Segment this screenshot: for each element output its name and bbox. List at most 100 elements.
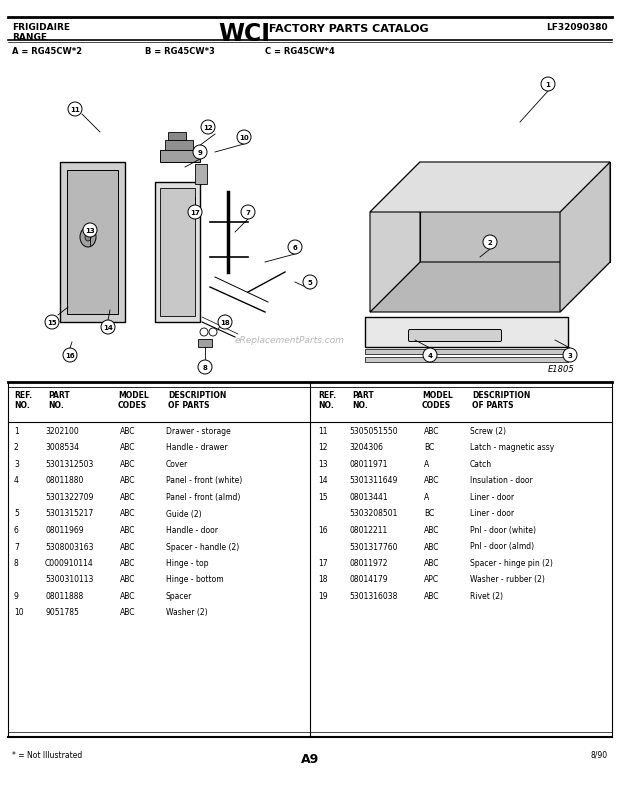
Bar	[198, 339, 212, 347]
Text: ABC: ABC	[120, 476, 136, 485]
FancyBboxPatch shape	[409, 330, 502, 342]
Text: ABC: ABC	[424, 591, 440, 600]
Text: DESCRIPTION
OF PARTS: DESCRIPTION OF PARTS	[168, 391, 226, 410]
Text: 7: 7	[246, 210, 250, 216]
Circle shape	[209, 329, 217, 337]
Text: DESCRIPTION
OF PARTS: DESCRIPTION OF PARTS	[472, 391, 530, 410]
Text: LF32090380: LF32090380	[546, 23, 608, 32]
Text: 08011880: 08011880	[45, 476, 83, 485]
Circle shape	[563, 349, 577, 363]
Text: 5301311649: 5301311649	[349, 476, 397, 485]
Text: ABC: ABC	[120, 608, 136, 617]
Text: Handle - drawer: Handle - drawer	[166, 443, 228, 452]
Text: 3008534: 3008534	[45, 443, 79, 452]
Text: E1805: E1805	[548, 365, 575, 374]
Text: 6: 6	[293, 245, 298, 251]
Polygon shape	[67, 171, 118, 314]
Circle shape	[193, 146, 207, 160]
Text: Pnl - door (almd): Pnl - door (almd)	[470, 542, 534, 551]
Circle shape	[218, 316, 232, 330]
Text: 15: 15	[47, 320, 57, 326]
Text: 5303208501: 5303208501	[349, 508, 397, 518]
Text: ABC: ABC	[120, 508, 136, 518]
Circle shape	[200, 329, 208, 337]
Text: ABC: ABC	[424, 558, 440, 567]
Text: ABC: ABC	[424, 476, 440, 485]
Text: APC: APC	[424, 575, 439, 584]
Circle shape	[198, 361, 212, 375]
Text: 14: 14	[103, 325, 113, 330]
Text: 19: 19	[318, 591, 327, 600]
Text: ABC: ABC	[120, 525, 136, 534]
Text: ABC: ABC	[120, 591, 136, 600]
Text: Liner - door: Liner - door	[470, 508, 514, 518]
Polygon shape	[370, 263, 610, 313]
Text: 2: 2	[487, 240, 492, 245]
Text: WCI: WCI	[218, 22, 270, 46]
Text: 5: 5	[308, 280, 312, 286]
Text: ABC: ABC	[120, 427, 136, 435]
Text: 3204306: 3204306	[349, 443, 383, 452]
Text: Hinge - top: Hinge - top	[166, 558, 208, 567]
Text: 5301322709: 5301322709	[45, 492, 94, 501]
Text: 11: 11	[318, 427, 327, 435]
Circle shape	[237, 131, 251, 145]
Text: 8/90: 8/90	[591, 750, 608, 759]
Text: ABC: ABC	[120, 558, 136, 567]
Text: 1: 1	[546, 82, 551, 88]
Bar	[365, 350, 568, 354]
Polygon shape	[155, 183, 200, 322]
Text: 4: 4	[14, 476, 19, 485]
Text: 5300310113: 5300310113	[45, 575, 94, 584]
Text: ABC: ABC	[120, 575, 136, 584]
Text: 16: 16	[65, 353, 75, 358]
Text: Hinge - bottom: Hinge - bottom	[166, 575, 224, 584]
Text: ABC: ABC	[424, 427, 440, 435]
Text: 5301316038: 5301316038	[349, 591, 397, 600]
Text: BC: BC	[424, 443, 434, 452]
Polygon shape	[60, 163, 125, 322]
Text: A: A	[424, 492, 429, 501]
Text: 9: 9	[198, 150, 203, 156]
Text: Insulation - door: Insulation - door	[470, 476, 533, 485]
Circle shape	[241, 206, 255, 220]
Text: 08014179: 08014179	[349, 575, 388, 584]
Text: 18: 18	[220, 320, 230, 326]
Text: Washer (2): Washer (2)	[166, 608, 208, 617]
Text: 3: 3	[14, 460, 19, 468]
Circle shape	[101, 321, 115, 334]
Text: 08012211: 08012211	[349, 525, 388, 534]
Text: 5301312503: 5301312503	[45, 460, 94, 468]
Text: 10: 10	[239, 135, 249, 141]
Text: Handle - door: Handle - door	[166, 525, 218, 534]
Text: 8: 8	[203, 365, 208, 371]
Text: FACTORY PARTS CATALOG: FACTORY PARTS CATALOG	[265, 24, 428, 34]
Text: Spacer - hinge pin (2): Spacer - hinge pin (2)	[470, 558, 553, 567]
Circle shape	[541, 78, 555, 92]
Text: 12: 12	[203, 125, 213, 131]
Circle shape	[288, 241, 302, 255]
Text: 6: 6	[14, 525, 19, 534]
Text: REF.
NO.: REF. NO.	[14, 391, 32, 410]
Text: 13: 13	[318, 460, 327, 468]
Text: C000910114: C000910114	[45, 558, 94, 567]
Circle shape	[83, 224, 97, 237]
Text: 3202100: 3202100	[45, 427, 79, 435]
Text: eReplacementParts.com: eReplacementParts.com	[235, 336, 345, 345]
Text: 5301315217: 5301315217	[45, 508, 93, 518]
Polygon shape	[420, 163, 610, 263]
Text: 5305051550: 5305051550	[349, 427, 397, 435]
Text: ABC: ABC	[424, 525, 440, 534]
Text: 5: 5	[14, 508, 19, 518]
Text: ABC: ABC	[120, 492, 136, 501]
Text: Spacer - handle (2): Spacer - handle (2)	[166, 542, 239, 551]
Text: 17: 17	[318, 558, 327, 567]
Text: 12: 12	[318, 443, 327, 452]
Text: 15: 15	[318, 492, 327, 501]
Text: ABC: ABC	[120, 443, 136, 452]
Text: 7: 7	[14, 542, 19, 551]
Text: Liner - door: Liner - door	[470, 492, 514, 501]
Text: 3: 3	[567, 353, 572, 358]
Text: 8: 8	[14, 558, 19, 567]
Text: 16: 16	[318, 525, 327, 534]
